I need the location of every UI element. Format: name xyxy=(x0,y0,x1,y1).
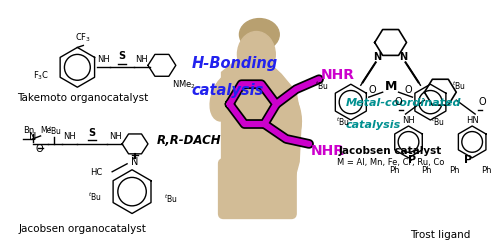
Text: Ph: Ph xyxy=(421,165,432,174)
Text: $^t$Bu: $^t$Bu xyxy=(48,124,62,136)
Text: $^t$Bu: $^t$Bu xyxy=(432,115,445,128)
Text: Jacobsen organocatalyst: Jacobsen organocatalyst xyxy=(18,224,146,234)
Text: P: P xyxy=(408,154,416,164)
Text: S: S xyxy=(88,128,96,137)
Text: N: N xyxy=(132,156,138,166)
Text: $^t$Bu: $^t$Bu xyxy=(164,192,177,204)
Text: O: O xyxy=(404,85,412,95)
Text: Trost ligand: Trost ligand xyxy=(410,230,470,239)
Text: Bn: Bn xyxy=(22,125,34,134)
Text: NHR: NHR xyxy=(321,68,355,82)
Text: HC: HC xyxy=(90,168,102,177)
Text: P: P xyxy=(464,154,472,164)
Polygon shape xyxy=(246,61,266,75)
Polygon shape xyxy=(222,61,301,212)
Ellipse shape xyxy=(238,33,276,78)
Text: catalysis: catalysis xyxy=(192,83,264,98)
Text: N: N xyxy=(374,52,382,62)
Text: O: O xyxy=(36,143,44,153)
Text: $^t$Bu: $^t$Bu xyxy=(88,190,102,202)
Text: $^t$Bu: $^t$Bu xyxy=(452,79,466,92)
Text: M = Al, Mn, Fe, Cr, Ru, Co: M = Al, Mn, Fe, Cr, Ru, Co xyxy=(337,157,444,166)
Text: Metal-coordinated: Metal-coordinated xyxy=(346,98,462,108)
Text: catalysis: catalysis xyxy=(346,119,401,130)
Text: CF$_3$: CF$_3$ xyxy=(76,32,92,44)
Text: NHR: NHR xyxy=(311,143,345,157)
Text: $^t$Bu: $^t$Bu xyxy=(336,115,350,128)
FancyBboxPatch shape xyxy=(218,159,296,219)
Text: NH: NH xyxy=(135,55,148,64)
Text: F$_3$C: F$_3$C xyxy=(33,69,50,81)
Text: Jacobsen catalyst: Jacobsen catalyst xyxy=(339,145,442,155)
Ellipse shape xyxy=(240,19,279,51)
Text: NH: NH xyxy=(402,116,415,124)
Text: Takemoto organocatalyst: Takemoto organocatalyst xyxy=(16,93,148,103)
Ellipse shape xyxy=(210,74,243,121)
Text: Ph: Ph xyxy=(449,165,460,174)
Text: H-Bonding: H-Bonding xyxy=(192,56,278,71)
Text: O: O xyxy=(395,97,402,107)
Text: R,R-DACH: R,R-DACH xyxy=(157,134,222,147)
Text: NH: NH xyxy=(109,131,122,140)
Text: M: M xyxy=(384,80,397,93)
Text: O: O xyxy=(478,97,486,107)
Text: NH: NH xyxy=(97,55,110,64)
Text: N: N xyxy=(29,131,36,141)
Text: N: N xyxy=(400,52,407,62)
Ellipse shape xyxy=(271,86,302,139)
Text: O: O xyxy=(369,85,376,95)
Text: $^t$Bu: $^t$Bu xyxy=(315,79,329,92)
Text: Me: Me xyxy=(40,125,52,134)
Text: Ph: Ph xyxy=(390,165,400,174)
Text: HN: HN xyxy=(466,116,478,124)
Text: S: S xyxy=(118,51,126,61)
Text: Ph: Ph xyxy=(481,165,492,174)
Text: NH: NH xyxy=(63,131,76,140)
Text: NMe$_2$: NMe$_2$ xyxy=(172,78,196,90)
